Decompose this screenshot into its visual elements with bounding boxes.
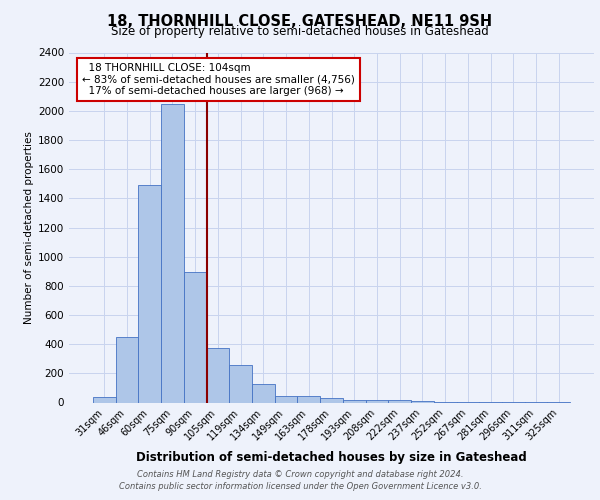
- Bar: [161, 104, 184, 403]
- Text: Size of property relative to semi-detached houses in Gateshead: Size of property relative to semi-detach…: [111, 25, 489, 38]
- Bar: [139, 185, 161, 402]
- Text: Contains HM Land Registry data © Crown copyright and database right 2024.: Contains HM Land Registry data © Crown c…: [137, 470, 463, 479]
- Text: 18 THORNHILL CLOSE: 104sqm  
← 83% of semi-detached houses are smaller (4,756)
 : 18 THORNHILL CLOSE: 104sqm ← 83% of semi…: [82, 63, 355, 96]
- Bar: [365, 400, 388, 402]
- Y-axis label: Number of semi-detached properties: Number of semi-detached properties: [24, 131, 34, 324]
- Bar: [411, 401, 434, 402]
- Bar: [116, 337, 139, 402]
- Text: Contains public sector information licensed under the Open Government Licence v3: Contains public sector information licen…: [119, 482, 481, 491]
- X-axis label: Distribution of semi-detached houses by size in Gateshead: Distribution of semi-detached houses by …: [136, 450, 527, 464]
- Bar: [93, 396, 116, 402]
- Bar: [252, 384, 275, 402]
- Bar: [206, 348, 229, 403]
- Bar: [229, 366, 252, 403]
- Bar: [275, 396, 298, 402]
- Bar: [298, 396, 320, 402]
- Text: 18, THORNHILL CLOSE, GATESHEAD, NE11 9SH: 18, THORNHILL CLOSE, GATESHEAD, NE11 9SH: [107, 14, 493, 29]
- Bar: [343, 400, 365, 402]
- Bar: [388, 400, 411, 402]
- Bar: [184, 272, 206, 402]
- Bar: [320, 398, 343, 402]
